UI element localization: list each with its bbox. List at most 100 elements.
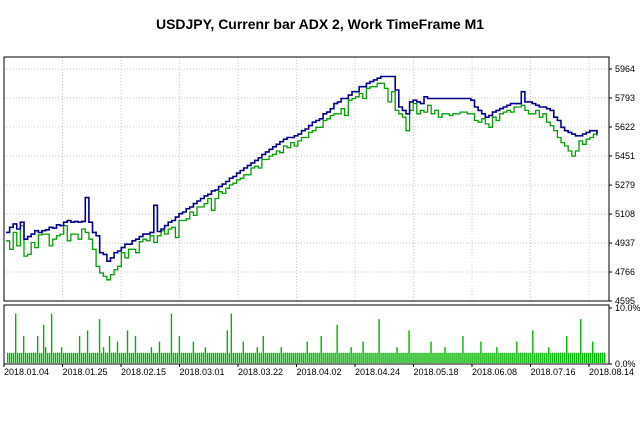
volume-bar (450, 352, 452, 363)
volume-bar (142, 352, 145, 363)
volume-bar (444, 347, 446, 363)
volume-bar (260, 352, 262, 363)
volume-bar (308, 352, 310, 363)
volume-bar (20, 352, 23, 363)
volume-bar (546, 352, 548, 363)
volume-bar (600, 352, 602, 363)
volume-bar (72, 352, 75, 363)
volume-bar (348, 352, 350, 363)
volume-bar (302, 352, 304, 363)
x-axis-ticks: 2018.01.04 2018.01.25 2018.02.15 2018.03.01… (3, 364, 634, 377)
volume-bar (118, 352, 121, 363)
volume-bar (586, 352, 588, 363)
volume-bar (514, 352, 516, 363)
volume-plot-frame (3, 304, 610, 365)
volume-bar (108, 336, 111, 363)
volume-bar (240, 352, 243, 363)
volume-bar (84, 352, 87, 363)
volume-bar (428, 352, 430, 363)
volume-bar (550, 352, 552, 363)
volume-bar (350, 347, 352, 363)
y-tick-label: 5451 (615, 151, 635, 161)
volume-bar (310, 352, 312, 363)
volume-bar (352, 352, 354, 363)
volume-bar (26, 352, 29, 363)
volume-bar (544, 352, 546, 363)
volume-bar (278, 352, 280, 363)
y-tick-label: 5279 (615, 180, 635, 190)
volume-bar (576, 352, 578, 363)
volume-bar (486, 352, 488, 363)
volume-bar (398, 352, 400, 363)
volume-bar (76, 352, 79, 363)
volume-bars (7, 313, 606, 363)
volume-bar (458, 352, 460, 363)
volume-bar (122, 352, 125, 363)
volume-bar (128, 352, 131, 363)
volume-bar (520, 352, 522, 363)
volume-bar (556, 352, 558, 363)
volume-bar (188, 352, 191, 363)
volume-bar (290, 352, 292, 363)
volume-bar (264, 352, 266, 363)
volume-bar (162, 352, 165, 363)
volume-bar (218, 352, 221, 363)
volume-bar (256, 347, 258, 363)
x-tick-label: 2018.01.04 (4, 367, 49, 377)
volume-bar (358, 352, 360, 363)
volume-bar (154, 352, 157, 363)
volume-bar (104, 352, 107, 363)
volume-bar (10, 352, 13, 363)
volume-bar (292, 352, 294, 363)
volume-bar (98, 319, 101, 363)
volume-bar (372, 352, 374, 363)
volume-bar (198, 352, 201, 363)
volume-bar (298, 352, 300, 363)
volume-bar (316, 352, 318, 363)
volume-bar (386, 352, 388, 363)
volume-bar (114, 352, 117, 363)
volume-bar (186, 352, 189, 363)
volume-bar (588, 352, 590, 363)
volume-bar (314, 352, 316, 363)
volume-bar (488, 352, 490, 363)
volume-bar (382, 352, 384, 363)
volume-bar (24, 352, 27, 363)
volume-bar (540, 352, 542, 363)
volume-bar (506, 352, 508, 363)
x-tick-label: 2018.04.24 (355, 367, 400, 377)
volume-bar (160, 352, 163, 363)
volume-bar (82, 352, 85, 363)
volume-bar (396, 347, 398, 363)
volume-bar (326, 352, 328, 363)
volume-bar (124, 352, 127, 363)
x-tick-label: 2018.06.08 (472, 367, 517, 377)
volume-bar (478, 352, 480, 363)
volume-bar (178, 336, 181, 363)
y-tick-label: 5793 (615, 93, 635, 103)
volume-bar (424, 352, 426, 363)
volume-bar (490, 352, 492, 363)
volume-bar (100, 352, 103, 363)
volume-bar (274, 352, 276, 363)
volume-bar (426, 352, 428, 363)
volume-bar (328, 352, 330, 363)
volume-bar (232, 352, 235, 363)
volume-bar (420, 352, 422, 363)
volume-bar (62, 352, 65, 363)
volume-bar (446, 352, 448, 363)
volume-bar (38, 352, 41, 363)
volume-bar (284, 352, 286, 363)
volume-bar (442, 352, 444, 363)
volume-bar (538, 352, 540, 363)
volume-bar (330, 352, 332, 363)
volume-axis-ticks: 10.0% 0.0% (609, 303, 640, 369)
volume-bar (52, 352, 55, 363)
volume-bar (86, 330, 89, 363)
volume-bar (262, 336, 264, 363)
volume-bar (132, 352, 135, 363)
volume-bar (184, 352, 187, 363)
volume-bar (370, 352, 372, 363)
volume-bar (522, 352, 524, 363)
volume-bar (208, 352, 211, 363)
